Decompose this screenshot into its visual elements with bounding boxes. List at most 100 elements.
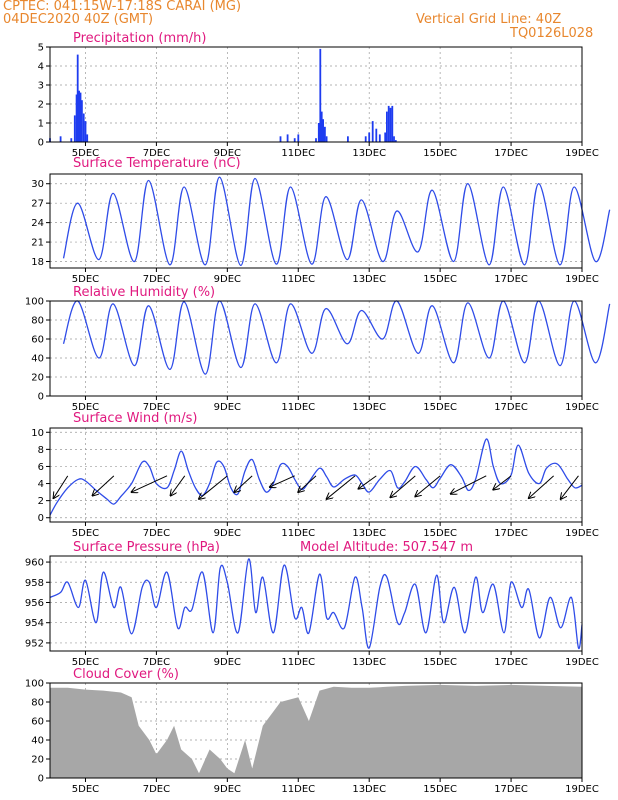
precip-bar	[386, 111, 388, 142]
x-tick-label: 13DEC	[352, 657, 386, 668]
x-tick-label: 19DEC	[565, 784, 599, 795]
wind-arrow	[529, 475, 554, 498]
y-tick-label: 2	[38, 100, 44, 111]
y-tick-label: 40	[31, 736, 44, 747]
source-line: CPTEC: 041:15W-17:18S CARAI (MG)	[3, 0, 242, 14]
y-tick-label: 0	[38, 513, 44, 524]
model-code: TQ0126L028	[510, 26, 594, 41]
x-tick-label: 15DEC	[423, 528, 457, 539]
x-tick-label: 17DEC	[494, 657, 528, 668]
y-tick-label: 6	[38, 462, 44, 473]
x-tick-label: 15DEC	[423, 402, 457, 413]
precip-bar	[82, 113, 85, 142]
wind-arrow	[359, 475, 377, 489]
precip-bar	[319, 48, 322, 142]
x-tick-label: 11DEC	[281, 528, 315, 539]
y-tick-label: 27	[31, 199, 44, 210]
wind-arrow	[171, 475, 186, 496]
precip-bar	[389, 107, 392, 142]
precip-bar	[347, 136, 349, 142]
precip-bar	[86, 134, 89, 142]
y-tick-label: 960	[25, 558, 44, 569]
x-tick-label: 9DEC	[214, 148, 241, 159]
x-tick-label: 11DEC	[281, 148, 315, 159]
date-line: 04DEC2020 40Z (GMT)	[3, 12, 154, 27]
x-tick-label: 19DEC	[565, 657, 599, 668]
x-tick-label: 9DEC	[214, 402, 241, 413]
precip-bar	[75, 94, 78, 142]
panel-title: Cloud Cover (%)	[73, 667, 179, 682]
wind-arrow	[54, 475, 69, 498]
precip-bar	[73, 115, 76, 142]
x-tick-label: 15DEC	[423, 148, 457, 159]
precip-bar	[375, 128, 378, 142]
x-tick-label: 15DEC	[423, 784, 457, 795]
precip-bar	[59, 136, 62, 142]
panel-6: 0 20 40 60 80 100 5DEC 7DEC 9DEC 11DEC 13DEC 15DEC 1…	[25, 667, 599, 795]
model-altitude-label: Model Altitude: 507.547 m	[300, 540, 473, 555]
precip-bar	[371, 121, 374, 142]
precip-bar	[81, 100, 83, 142]
wind-arrow	[199, 475, 228, 499]
series-line	[62, 300, 611, 375]
wind-arrow	[493, 475, 512, 490]
precip-bar	[293, 138, 296, 142]
y-tick-label: 80	[31, 698, 44, 709]
precip-bar	[286, 134, 289, 142]
panel-frame	[49, 46, 583, 143]
x-tick-label: 19DEC	[565, 402, 599, 413]
precip-bar	[394, 140, 397, 142]
panel-1: 0 1 2 3 4 5 5DEC 7DEC 9DEC 11DEC 13DEC 15DEC 17DEC 19…	[38, 31, 599, 159]
y-tick-label: 21	[31, 238, 44, 249]
x-tick-label: 17DEC	[494, 274, 528, 285]
precip-bar	[364, 136, 367, 142]
panel-title: Surface Temperature (nC)	[73, 156, 241, 171]
x-tick-label: 19DEC	[565, 148, 599, 159]
y-tick-label: 1	[38, 119, 44, 130]
panel-title: Surface Pressure (hPa)	[73, 540, 220, 555]
x-tick-label: 7DEC	[143, 657, 170, 668]
x-tick-label: 11DEC	[281, 402, 315, 413]
wind-arrow	[327, 475, 356, 499]
x-tick-label: 13DEC	[352, 402, 386, 413]
panel-2: 18 21 24 27 30 5DEC 7DEC 9DEC 11DEC 13DEC 15DEC 17D…	[31, 156, 611, 285]
y-tick-label: 20	[31, 373, 44, 384]
y-tick-label: 100	[25, 297, 44, 308]
y-tick-label: 0	[38, 138, 44, 149]
x-tick-label: 7DEC	[143, 148, 170, 159]
y-tick-label: 40	[31, 354, 44, 365]
x-tick-label: 13DEC	[352, 784, 386, 795]
panel-title: Relative Humidity (%)	[73, 285, 215, 300]
x-tick-label: 5DEC	[72, 274, 99, 285]
panel-frame	[49, 173, 583, 269]
wind-arrow	[451, 475, 487, 494]
precip-bar	[78, 90, 80, 142]
precip-bar	[84, 121, 87, 142]
x-tick-label: 19DEC	[565, 528, 599, 539]
x-tick-label: 17DEC	[494, 784, 528, 795]
x-tick-label: 7DEC	[143, 402, 170, 413]
precip-bar	[368, 132, 371, 142]
precip-bar	[279, 136, 282, 142]
y-tick-label: 10	[31, 428, 44, 439]
x-tick-label: 17DEC	[494, 402, 528, 413]
y-tick-label: 956	[25, 598, 44, 609]
panel-3: 0 20 40 60 80 100 5DEC 7DEC 9DEC 11DEC 13DEC 15DEC 1…	[25, 285, 611, 413]
precip-bar	[315, 138, 317, 142]
x-tick-label: 5DEC	[72, 402, 99, 413]
panel-5: 952 954 956 958 960 5DEC 7DEC 9DEC 11DEC 13DEC 15D…	[25, 540, 599, 668]
series-line	[49, 558, 583, 650]
precip-bar	[391, 105, 394, 142]
precip-bar	[320, 111, 323, 142]
x-tick-label: 17DEC	[494, 148, 528, 159]
y-tick-label: 952	[25, 638, 44, 649]
panel-frame	[49, 427, 583, 523]
wind-arrow	[234, 475, 253, 492]
wind-arrow	[93, 475, 115, 496]
x-tick-label: 7DEC	[143, 528, 170, 539]
x-tick-label: 11DEC	[281, 657, 315, 668]
precip-bar	[76, 54, 79, 142]
y-tick-label: 0	[38, 774, 44, 785]
x-tick-label: 15DEC	[423, 274, 457, 285]
x-tick-label: 9DEC	[214, 274, 241, 285]
